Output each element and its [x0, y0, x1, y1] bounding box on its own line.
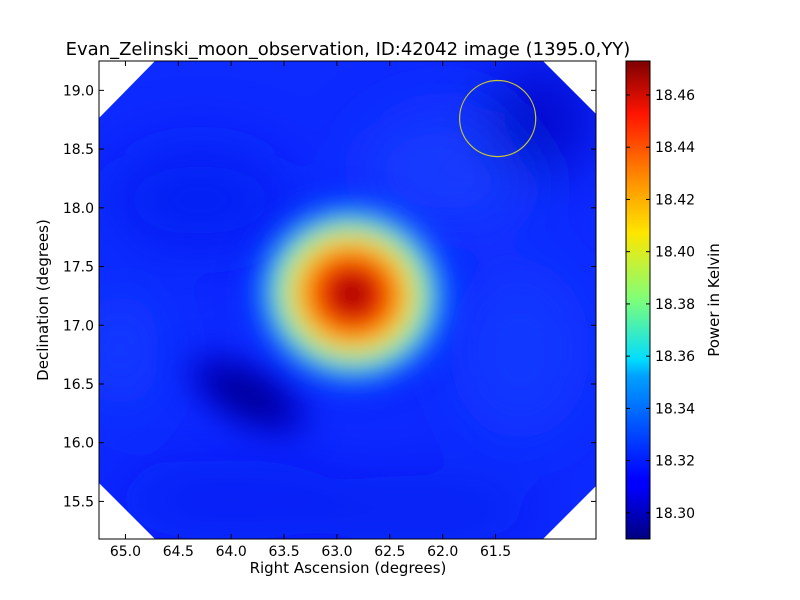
colorbar-tick-label: 18.42 [655, 192, 695, 208]
colorbar [625, 60, 651, 540]
y-tick-label: 18.0 [63, 201, 94, 217]
cold-trough [175, 344, 321, 446]
x-tick-label: 62.5 [374, 544, 405, 560]
x-tick-label: 64.0 [216, 544, 247, 560]
y-tick-label: 19.0 [63, 83, 94, 99]
diffuse-structure [99, 65, 595, 539]
colorbar-tick-label: 18.34 [655, 401, 695, 417]
x-tick-label: 61.5 [480, 544, 511, 560]
colorbar-ticks: 18.30 18.32 18.34 18.36 18.38 18.40 18.42 18.44… [626, 88, 695, 522]
y-tick-label: 17.5 [63, 260, 94, 276]
x-tick-label: 62.0 [427, 544, 458, 560]
x-tick-label: 64.5 [163, 544, 194, 560]
y-axis-ticks: 15.5 16.0 16.5 17.0 17.5 18.0 18.5 19.0 [63, 83, 596, 510]
y-tick-label: 16.0 [63, 436, 94, 452]
colorbar-tick-label: 18.36 [655, 349, 695, 365]
colorbar-tick-label: 18.46 [655, 88, 695, 104]
colorbar-tick-label: 18.40 [655, 245, 695, 261]
x-axis-ticks: 65.0 64.5 64.0 63.5 63.0 62.5 62.0 61.5 [110, 61, 511, 560]
colorbar-tick-label: 18.32 [655, 454, 695, 470]
y-tick-label: 18.5 [63, 142, 94, 158]
y-axis-label: Declination (degrees) [34, 219, 52, 381]
beam-marker [458, 79, 537, 158]
y-tick-label: 17.0 [63, 318, 94, 334]
x-tick-label: 65.0 [110, 544, 141, 560]
emission-peak [232, 187, 468, 403]
x-tick-label: 63.0 [321, 544, 352, 560]
colorbar-tick-label: 18.44 [655, 140, 695, 156]
plot-frame [98, 60, 597, 540]
colorbar-label: Power in Kelvin [705, 243, 723, 357]
colorbar-tick-label: 18.38 [655, 297, 695, 313]
x-tick-label: 63.5 [268, 544, 299, 560]
heatmap-image [99, 61, 596, 539]
chart-title: Evan_Zelinski_moon_observation, ID:42042… [66, 39, 631, 60]
y-tick-label: 15.5 [63, 494, 94, 510]
x-axis-label: Right Ascension (degrees) [250, 559, 447, 577]
colorbar-tick-label: 18.30 [655, 506, 695, 522]
y-tick-label: 16.5 [63, 377, 94, 393]
